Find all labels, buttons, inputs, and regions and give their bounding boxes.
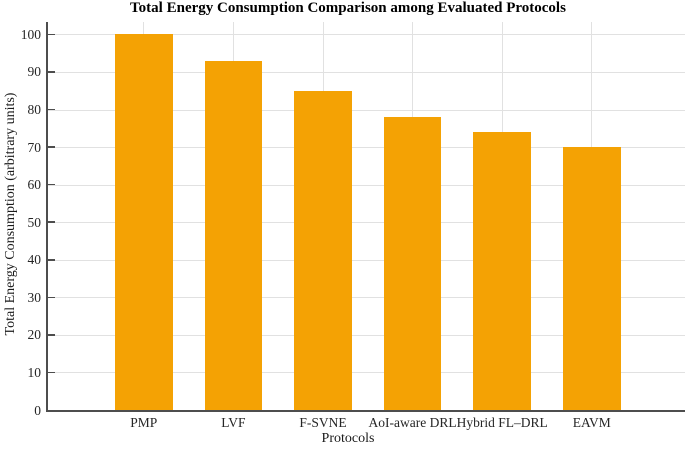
- y-tick-label: 20: [27, 327, 42, 343]
- bar-hybrid-fl-drl: [473, 132, 531, 410]
- y-tick-label: 0: [34, 402, 41, 418]
- y-tick-label: 60: [27, 177, 42, 193]
- y-grid-line: [46, 147, 685, 149]
- y-grid-line: [46, 372, 685, 374]
- y-grid-line: [46, 184, 685, 186]
- plot-area: [46, 22, 685, 410]
- y-tick-label: 50: [27, 214, 42, 230]
- y-grid-line: [46, 71, 685, 73]
- y-tick-mark: [47, 221, 55, 223]
- y-tick-label: 90: [27, 64, 42, 80]
- x-axis-line: [46, 410, 685, 412]
- x-tick-label: EAVM: [572, 415, 611, 430]
- bar-lvf: [204, 60, 263, 410]
- y-tick-label: 30: [27, 289, 42, 305]
- y-tick-mark: [47, 371, 55, 374]
- y-tick-mark: [47, 33, 55, 36]
- y-tick-label: 70: [27, 139, 42, 155]
- y-grid-line: [46, 297, 685, 299]
- y-grid-line: [46, 259, 685, 261]
- y-axis-line: [46, 22, 48, 412]
- bar-eavm: [563, 147, 621, 410]
- x-tick-label: LVF: [221, 415, 246, 430]
- x-tick-label: Hybrid FL–DRL: [456, 415, 548, 430]
- y-tick-label: 80: [27, 102, 42, 118]
- y-grid-line: [46, 222, 685, 224]
- y-tick-mark: [47, 296, 55, 299]
- y-tick-mark: [47, 108, 55, 111]
- y-grid-line: [46, 334, 685, 336]
- y-tick-mark: [47, 146, 55, 148]
- y-grid-line: [46, 34, 685, 36]
- y-tick-mark: [47, 71, 55, 73]
- bar-f-svne: [294, 90, 352, 410]
- x-tick-label: F-SVNE: [299, 415, 347, 430]
- y-tick-mark: [47, 259, 55, 261]
- y-grid-line: [46, 109, 685, 111]
- y-tick-label: 10: [27, 364, 42, 380]
- x-axis-label: Protocols: [321, 431, 375, 446]
- y-tick-mark: [47, 334, 55, 336]
- chart-title: Total Energy Consumption Comparison amon…: [130, 0, 566, 16]
- y-tick-label: 40: [27, 252, 42, 268]
- x-tick-label: AoI-aware DRL: [368, 415, 457, 430]
- bar-pmp: [115, 34, 173, 410]
- x-tick-label: PMP: [130, 415, 158, 430]
- y-tick-label: 100: [20, 26, 41, 42]
- bar-aoi-aware-drl: [383, 117, 442, 410]
- y-tick-mark: [47, 183, 55, 186]
